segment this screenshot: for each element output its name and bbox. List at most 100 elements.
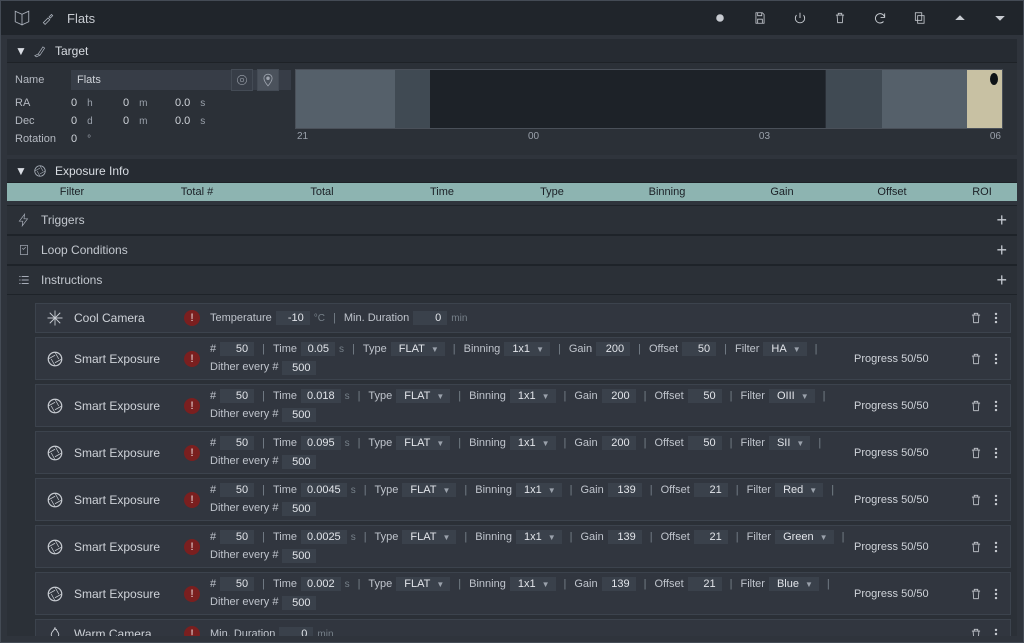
add-instruction-button[interactable]: + bbox=[996, 270, 1007, 291]
locate-button[interactable] bbox=[231, 69, 253, 91]
number-input[interactable]: 21 bbox=[694, 483, 728, 497]
number-input[interactable]: 139 bbox=[602, 577, 636, 591]
dropdown[interactable]: FLAT▼ bbox=[396, 577, 450, 591]
warning-icon[interactable]: ! bbox=[184, 445, 200, 461]
warning-icon[interactable]: ! bbox=[184, 398, 200, 414]
number-input[interactable]: 50 bbox=[220, 436, 254, 450]
warning-icon[interactable]: ! bbox=[184, 586, 200, 602]
dropdown[interactable]: 1x1▼ bbox=[510, 436, 556, 450]
dropdown[interactable]: Red▼ bbox=[775, 483, 823, 497]
dropdown[interactable]: 1x1▼ bbox=[516, 483, 562, 497]
warning-icon[interactable]: ! bbox=[184, 626, 200, 636]
warning-icon[interactable]: ! bbox=[184, 539, 200, 555]
number-input[interactable]: 0.0045 bbox=[301, 483, 347, 497]
ra-h[interactable]: 0 bbox=[71, 97, 85, 109]
delete-row-button[interactable] bbox=[964, 311, 988, 325]
row-menu-button[interactable] bbox=[988, 627, 1004, 636]
row-menu-button[interactable] bbox=[988, 587, 1004, 601]
dropdown[interactable]: FLAT▼ bbox=[402, 483, 456, 497]
warning-icon[interactable]: ! bbox=[184, 351, 200, 367]
ra-s[interactable]: 0.0 bbox=[175, 97, 198, 109]
number-input[interactable]: 50 bbox=[220, 389, 254, 403]
number-input[interactable]: 500 bbox=[282, 455, 316, 469]
row-menu-button[interactable] bbox=[988, 446, 1004, 460]
number-input[interactable]: 50 bbox=[220, 530, 254, 544]
dropdown[interactable]: 1x1▼ bbox=[504, 342, 550, 356]
move-down-button[interactable] bbox=[983, 6, 1017, 30]
number-input[interactable]: 200 bbox=[596, 342, 630, 356]
record-button[interactable] bbox=[703, 6, 737, 30]
number-input[interactable]: 50 bbox=[688, 389, 722, 403]
rotation-value[interactable]: 0 bbox=[71, 133, 85, 145]
dropdown[interactable]: Green▼ bbox=[775, 530, 834, 544]
dropdown[interactable]: OIII▼ bbox=[769, 389, 815, 403]
dec-d[interactable]: 0 bbox=[71, 115, 85, 127]
delete-row-button[interactable] bbox=[964, 446, 988, 460]
power-button[interactable] bbox=[783, 6, 817, 30]
number-input[interactable]: 0 bbox=[413, 311, 447, 325]
number-input[interactable]: 0.05 bbox=[301, 342, 335, 356]
warning-icon[interactable]: ! bbox=[184, 492, 200, 508]
row-menu-button[interactable] bbox=[988, 540, 1004, 554]
dropdown[interactable]: FLAT▼ bbox=[396, 436, 450, 450]
ra-m[interactable]: 0 bbox=[123, 97, 137, 109]
delete-row-button[interactable] bbox=[964, 352, 988, 366]
dropdown[interactable]: HA▼ bbox=[763, 342, 806, 356]
row-menu-button[interactable] bbox=[988, 311, 1004, 325]
number-input[interactable]: 200 bbox=[602, 436, 636, 450]
row-menu-button[interactable] bbox=[988, 399, 1004, 413]
number-input[interactable]: 0.095 bbox=[301, 436, 341, 450]
delete-row-button[interactable] bbox=[964, 399, 988, 413]
save-button[interactable] bbox=[743, 6, 777, 30]
number-input[interactable]: 50 bbox=[220, 577, 254, 591]
number-input[interactable]: 500 bbox=[282, 549, 316, 563]
dropdown[interactable]: FLAT▼ bbox=[402, 530, 456, 544]
row-menu-button[interactable] bbox=[988, 493, 1004, 507]
dec-s[interactable]: 0.0 bbox=[175, 115, 198, 127]
delete-row-button[interactable] bbox=[964, 540, 988, 554]
move-up-button[interactable] bbox=[943, 6, 977, 30]
number-input[interactable]: 139 bbox=[608, 530, 642, 544]
delete-row-button[interactable] bbox=[964, 587, 988, 601]
number-input[interactable]: 139 bbox=[608, 483, 642, 497]
row-name: Cool Camera bbox=[74, 311, 184, 325]
target-header[interactable]: ▼ Target bbox=[7, 39, 1017, 63]
delete-row-button[interactable] bbox=[964, 493, 988, 507]
number-input[interactable]: -10 bbox=[276, 311, 310, 325]
warning-icon[interactable]: ! bbox=[184, 310, 200, 326]
number-input[interactable]: 21 bbox=[688, 577, 722, 591]
number-input[interactable]: 500 bbox=[282, 596, 316, 610]
number-input[interactable]: 500 bbox=[282, 502, 316, 516]
number-input[interactable]: 0.0025 bbox=[301, 530, 347, 544]
delete-row-button[interactable] bbox=[964, 627, 988, 636]
add-loop-button[interactable]: + bbox=[996, 240, 1007, 261]
number-input[interactable]: 0.018 bbox=[301, 389, 341, 403]
locate-active-button[interactable] bbox=[257, 69, 279, 91]
copy-button[interactable] bbox=[903, 6, 937, 30]
number-input[interactable]: 0.002 bbox=[301, 577, 341, 591]
redo-button[interactable] bbox=[863, 6, 897, 30]
number-input[interactable]: 21 bbox=[694, 530, 728, 544]
titlebar: Flats bbox=[1, 1, 1023, 35]
dropdown[interactable]: 1x1▼ bbox=[510, 577, 556, 591]
dropdown[interactable]: FLAT▼ bbox=[391, 342, 445, 356]
number-input[interactable]: 50 bbox=[220, 483, 254, 497]
number-input[interactable]: 0 bbox=[279, 627, 313, 636]
row-menu-button[interactable] bbox=[988, 352, 1004, 366]
dropdown[interactable]: SII▼ bbox=[769, 436, 810, 450]
number-input[interactable]: 50 bbox=[688, 436, 722, 450]
delete-button[interactable] bbox=[823, 6, 857, 30]
dropdown[interactable]: 1x1▼ bbox=[516, 530, 562, 544]
number-input[interactable]: 50 bbox=[682, 342, 716, 356]
number-input[interactable]: 500 bbox=[282, 361, 316, 375]
altitude-timeline[interactable] bbox=[295, 69, 1003, 129]
dropdown[interactable]: FLAT▼ bbox=[396, 389, 450, 403]
dropdown[interactable]: 1x1▼ bbox=[510, 389, 556, 403]
number-input[interactable]: 200 bbox=[602, 389, 636, 403]
exposure-info-header[interactable]: ▼ Exposure Info bbox=[7, 159, 1017, 183]
add-trigger-button[interactable]: + bbox=[996, 210, 1007, 231]
number-input[interactable]: 500 bbox=[282, 408, 316, 422]
number-input[interactable]: 50 bbox=[220, 342, 254, 356]
dropdown[interactable]: Blue▼ bbox=[769, 577, 819, 591]
dec-m[interactable]: 0 bbox=[123, 115, 137, 127]
